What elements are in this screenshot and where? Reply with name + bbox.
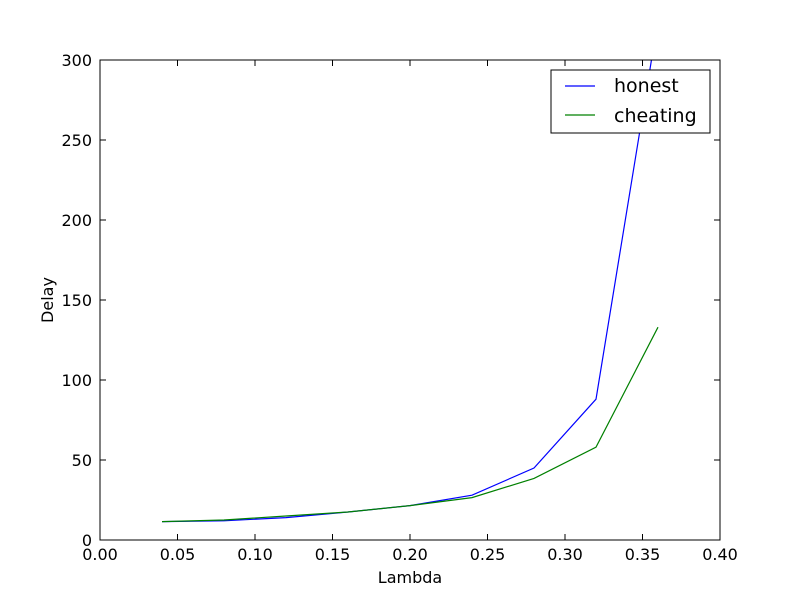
series-layer <box>161 60 659 523</box>
x-tick-label: 0.30 <box>547 545 583 564</box>
x-tick-label: 0.25 <box>470 545 506 564</box>
y-tick-label: 300 <box>61 51 92 70</box>
x-tick-label: 0.05 <box>160 545 196 564</box>
y-axis-label: Delay <box>38 277 57 323</box>
x-tick-label: 0.40 <box>702 545 738 564</box>
plot-area <box>100 60 720 540</box>
x-tick-label: 0.20 <box>392 545 428 564</box>
x-tick-label: 0.00 <box>82 545 118 564</box>
x-tick-label: 0.35 <box>625 545 661 564</box>
y-tick-label: 250 <box>61 131 92 150</box>
legend: honest cheating <box>550 69 711 134</box>
y-tick-label: 200 <box>61 211 92 230</box>
plot-frame <box>99 59 721 541</box>
y-tick-label: 150 <box>61 291 92 310</box>
legend-label-honest: honest <box>614 75 679 97</box>
y-tick-label: 0 <box>82 531 92 550</box>
series-line-cheating <box>161 326 659 523</box>
x-axis-label: Lambda <box>378 568 442 587</box>
y-tick-label: 50 <box>72 451 92 470</box>
labels-layer: 0.00 0.05 0.10 0.15 0.20 0.25 0.30 0.35 0.40 0 50 1… <box>61 51 737 564</box>
legend-box <box>550 69 711 134</box>
x-tick-label: 0.10 <box>237 545 273 564</box>
x-tick-label: 0.15 <box>315 545 351 564</box>
y-tick-label: 100 <box>61 371 92 390</box>
legend-label-cheating: cheating <box>614 105 697 127</box>
